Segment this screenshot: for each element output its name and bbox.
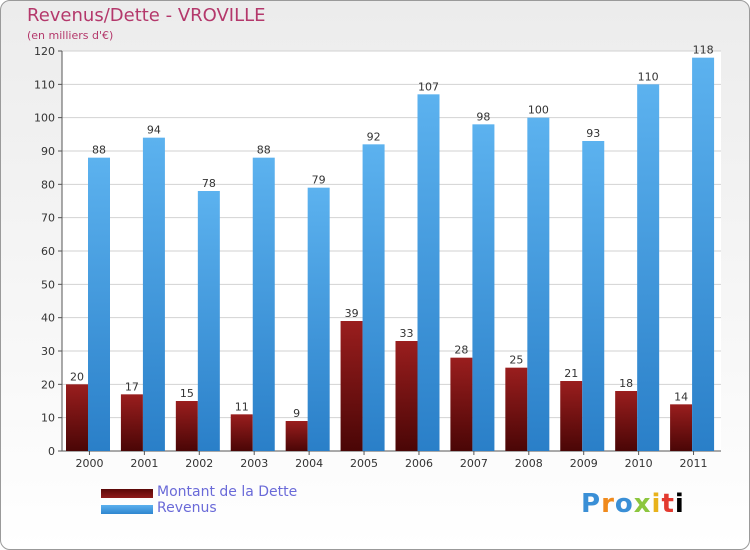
x-tick-label: 2010: [625, 457, 653, 470]
x-tick-label: 2011: [680, 457, 708, 470]
bar-revenus: [527, 117, 550, 452]
data-label-revenus: 118: [693, 44, 714, 57]
legend-swatch-dette: [101, 489, 153, 498]
y-tick-label: 90: [41, 145, 55, 158]
bar-dette: [66, 384, 88, 451]
data-label-dette: 20: [70, 370, 84, 383]
data-label-revenus: 94: [147, 124, 161, 137]
bar-revenus: [142, 137, 165, 451]
x-tick-label: 2000: [75, 457, 103, 470]
y-tick-label: 30: [41, 345, 55, 358]
y-tick-label: 120: [34, 45, 55, 58]
x-tick-label: 2009: [570, 457, 598, 470]
y-tick-label: 50: [41, 278, 55, 291]
data-label-dette: 18: [619, 377, 633, 390]
y-tick-label: 110: [34, 78, 55, 91]
bar-revenus: [472, 124, 495, 451]
data-label-dette: 9: [293, 407, 300, 420]
y-tick-label: 0: [48, 445, 55, 458]
bar-dette: [175, 401, 198, 451]
bar-revenus: [582, 141, 605, 451]
data-label-revenus: 107: [418, 80, 439, 93]
y-tick-label: 10: [41, 412, 55, 425]
bar-revenus: [307, 187, 330, 451]
data-label-revenus: 92: [367, 130, 381, 143]
legend-label-revenus: Revenus: [157, 500, 217, 516]
y-tick-label: 80: [41, 178, 55, 191]
x-tick-label: 2003: [240, 457, 268, 470]
x-tick-label: 2004: [295, 457, 323, 470]
data-label-revenus: 79: [312, 174, 326, 187]
data-label-dette: 39: [345, 307, 359, 320]
x-tick-label: 2002: [185, 457, 213, 470]
data-label-dette: 15: [180, 387, 194, 400]
y-tick-label: 70: [41, 212, 55, 225]
bar-revenus: [197, 191, 220, 451]
data-label-dette: 28: [454, 344, 468, 357]
bar-revenus: [692, 57, 715, 452]
data-label-dette: 14: [674, 390, 688, 403]
legend-label-dette: Montant de la Dette: [157, 484, 298, 500]
data-label-revenus: 110: [638, 70, 659, 83]
y-tick-label: 60: [41, 245, 55, 258]
bar-dette: [450, 357, 473, 451]
data-label-dette: 33: [400, 327, 414, 340]
bar-revenus: [637, 84, 660, 451]
data-label-revenus: 78: [202, 177, 216, 190]
chart-title: Revenus/Dette - VROVILLE: [27, 5, 266, 26]
data-label-revenus: 88: [257, 144, 271, 157]
bar-dette: [120, 394, 143, 451]
x-tick-label: 2007: [460, 457, 488, 470]
x-tick-label: 2001: [130, 457, 158, 470]
data-label-dette: 21: [564, 367, 578, 380]
y-tick-label: 20: [41, 378, 55, 391]
bar-revenus: [252, 157, 275, 451]
bar-dette: [230, 414, 253, 451]
bar-dette: [395, 341, 418, 451]
bar-dette: [560, 381, 583, 451]
bar-dette: [340, 321, 363, 451]
data-label-revenus: 88: [92, 144, 106, 157]
data-label-dette: 25: [509, 354, 523, 367]
y-tick-label: 40: [41, 312, 55, 325]
legend-swatch-revenus: [101, 505, 153, 514]
bar-revenus: [417, 94, 440, 451]
x-tick-label: 2006: [405, 457, 433, 470]
bar-dette: [505, 367, 528, 451]
bar-dette: [285, 421, 308, 451]
data-label-dette: 17: [125, 380, 139, 393]
chart-subtitle: (en milliers d'€): [27, 29, 114, 42]
bar-dette: [670, 404, 693, 451]
data-label-revenus: 93: [586, 127, 600, 140]
bar-revenus: [88, 157, 110, 451]
bar-revenus: [362, 144, 385, 452]
x-tick-label: 2005: [350, 457, 378, 470]
data-label-revenus: 100: [528, 104, 549, 117]
bar-dette: [615, 391, 638, 451]
data-label-revenus: 98: [476, 110, 490, 123]
proxiti-logo: Proxiti: [581, 489, 685, 519]
data-label-dette: 11: [235, 400, 249, 413]
x-tick-label: 2008: [515, 457, 543, 470]
y-tick-label: 100: [34, 112, 55, 125]
